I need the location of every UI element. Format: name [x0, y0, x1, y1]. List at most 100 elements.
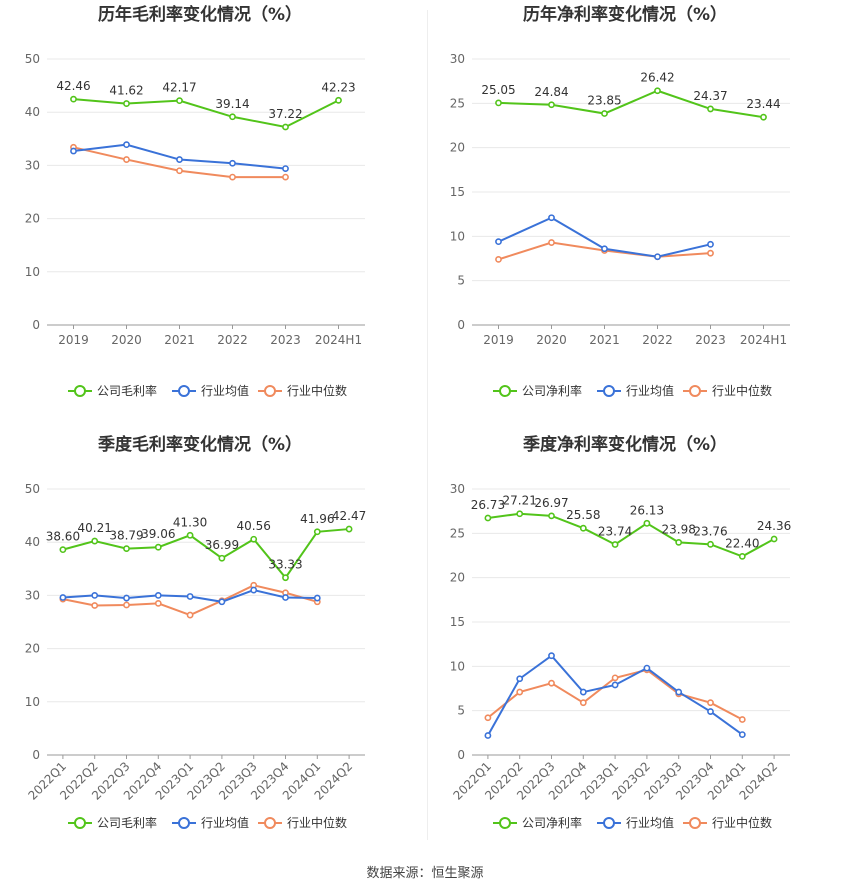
legend-item-industry-median[interactable]: 行业中位数	[258, 815, 347, 830]
legend-item-industry-median[interactable]: 行业中位数	[683, 383, 772, 398]
data-point-company	[70, 95, 77, 103]
data-point-industry-median	[707, 699, 714, 707]
legend-item-company[interactable]: 公司净利率	[493, 383, 582, 398]
data-point-company	[707, 105, 714, 113]
chart-panel-quarterly-net-margin: 季度净利率变化情况（%） 0 5 10 15 20 25 30 2022Q1 2022Q2 2022…	[425, 430, 850, 860]
data-point-industry-avg	[154, 591, 162, 599]
y-tick-label: 20	[450, 571, 465, 585]
data-label: 42.46	[56, 79, 90, 93]
data-label: 26.42	[640, 71, 674, 85]
data-point-company	[123, 545, 130, 553]
data-label: 33.33	[268, 558, 302, 572]
data-point-industry-avg	[282, 165, 289, 172]
series-line-industry-avg	[487, 654, 743, 736]
data-label: 39.06	[141, 527, 175, 541]
legend-item-industry-avg[interactable]: 行业均值	[172, 383, 249, 398]
y-tick-label: 5	[457, 274, 465, 288]
x-tick-label: 2023	[270, 333, 301, 347]
data-point-industry-avg	[707, 708, 714, 715]
legend-label: 行业中位数	[287, 815, 347, 830]
data-point-company	[548, 512, 555, 520]
data-point-industry-median	[154, 599, 162, 607]
legend-marker	[178, 817, 190, 829]
data-point-company	[707, 540, 714, 548]
data-label: 27.21	[503, 494, 537, 508]
legend-item-industry-avg[interactable]: 行业均值	[597, 383, 674, 398]
data-source-note: 数据来源：恒生聚源	[366, 866, 484, 881]
y-tick-label: 0	[32, 748, 40, 762]
legend-label: 公司毛利率	[97, 383, 157, 398]
x-tick-label: 2024H1	[740, 333, 787, 347]
chart-svg: 历年净利率变化情况（%） 0 5 10 15 20 25 30 2019 2020 2021 2022…	[450, 4, 790, 398]
y-tick-label: 15	[450, 615, 465, 629]
x-tick-label: 2022	[217, 333, 248, 347]
y-tick-label: 40	[25, 535, 40, 549]
data-point-company	[186, 531, 194, 539]
y-tick-label: 0	[457, 318, 465, 332]
data-label: 37.22	[268, 107, 302, 121]
data-point-company	[154, 543, 162, 551]
data-label: 40.21	[78, 521, 112, 535]
legend-item-industry-median[interactable]: 行业中位数	[683, 815, 772, 830]
data-point-industry-median	[611, 674, 619, 682]
data-point-industry-avg	[176, 156, 183, 163]
legend-label: 行业均值	[201, 815, 249, 830]
data-point-company	[770, 535, 778, 543]
data-point-industry-avg	[313, 594, 321, 602]
legend-marker	[689, 817, 701, 829]
data-point-company	[59, 546, 67, 554]
data-point-industry-median	[516, 688, 524, 696]
data-point-company	[611, 541, 619, 548]
data-point-company	[313, 528, 321, 536]
data-point-industry-avg	[643, 664, 651, 672]
legend-item-company[interactable]: 公司净利率	[493, 815, 582, 830]
data-point-company	[516, 510, 524, 518]
x-tick-label: 2020	[111, 333, 142, 347]
data-point-company	[654, 87, 661, 95]
data-point-company	[218, 554, 226, 562]
data-label: 24.37	[693, 89, 727, 103]
x-tick-label: 2021	[589, 333, 620, 347]
series-line-industry-median	[62, 584, 318, 617]
data-point-industry-median	[186, 611, 194, 619]
data-point-industry-avg	[495, 238, 502, 246]
y-tick-label: 10	[25, 265, 40, 279]
legend-label: 行业中位数	[287, 383, 347, 398]
chart-svg: 季度毛利率变化情况（%）010203040502022Q12022Q22022Q…	[25, 434, 367, 830]
data-point-industry-median	[229, 173, 236, 181]
legend-item-company[interactable]: 公司毛利率	[68, 815, 157, 830]
data-point-industry-avg	[579, 688, 587, 696]
legend-marker	[689, 385, 701, 397]
series-line-company	[487, 512, 775, 558]
x-tick-label: 2021	[164, 333, 195, 347]
legend-item-industry-avg[interactable]: 行业均值	[597, 815, 674, 830]
data-label: 23.44	[746, 97, 780, 111]
legend-label: 行业中位数	[712, 383, 772, 398]
legend-marker	[603, 385, 615, 397]
x-tick-label: 2020	[536, 333, 567, 347]
data-point-company	[250, 535, 258, 543]
y-tick-label: 25	[450, 96, 465, 110]
y-tick-label: 20	[25, 642, 40, 656]
data-point-industry-median	[495, 255, 502, 263]
y-tick-label: 0	[457, 748, 465, 762]
chart-title: 季度净利率变化情况（%）	[523, 434, 727, 455]
legend-item-industry-avg[interactable]: 行业均值	[172, 815, 249, 830]
chart-panel-annual-net-margin: 历年净利率变化情况（%） 0 5 10 15 20 25 30 2019 2020 2021 2022…	[425, 0, 850, 430]
data-point-industry-avg	[250, 586, 258, 594]
y-tick-label: 50	[25, 482, 40, 496]
legend-item-company[interactable]: 公司毛利率	[68, 383, 157, 398]
y-tick-label: 30	[25, 158, 40, 172]
legend-item-industry-median[interactable]: 行业中位数	[258, 383, 347, 398]
data-label: 38.79	[109, 529, 143, 543]
data-label: 26.97	[534, 496, 568, 510]
data-label: 24.84	[534, 85, 568, 99]
y-tick-label: 30	[450, 482, 465, 496]
y-tick-label: 5	[457, 704, 465, 718]
data-label: 42.47	[332, 509, 366, 523]
data-point-company	[91, 537, 99, 545]
y-tick-label: 15	[450, 185, 465, 199]
data-point-industry-avg	[484, 732, 492, 739]
legend-label: 公司毛利率	[97, 815, 157, 830]
data-point-company	[123, 100, 130, 107]
